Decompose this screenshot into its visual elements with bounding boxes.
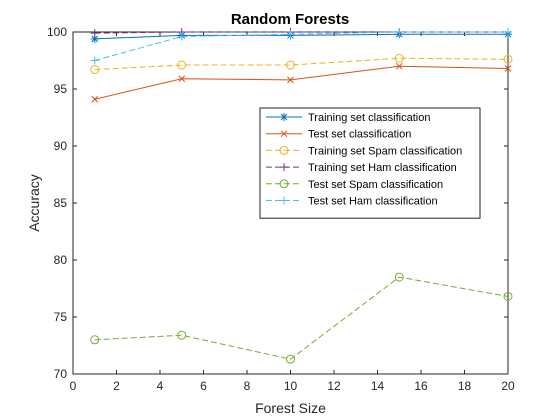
legend-label: Training set classification [308, 112, 430, 124]
series-line [94, 276, 509, 360]
legend-entry: Test set classification [266, 129, 411, 141]
y-tick-label: 85 [54, 196, 68, 210]
legend-marker [279, 179, 289, 189]
series-line [94, 57, 509, 71]
x-tick-label: 6 [200, 379, 207, 393]
x-tick-label: 10 [284, 379, 298, 393]
chart-title: Random Forests [231, 11, 349, 28]
legend-label: Training set Ham classification [308, 162, 457, 174]
data-point [286, 30, 295, 39]
y-axis: 70 75 80 85 90 95 100 [47, 25, 508, 381]
series-6 [90, 28, 512, 65]
x-tick-label: 14 [371, 379, 385, 393]
legend-marker [280, 196, 288, 205]
legend-label: Test set classification [308, 129, 411, 141]
data-point [177, 330, 187, 340]
data-point [395, 62, 403, 70]
data-point [504, 28, 512, 36]
series-layer [90, 28, 513, 364]
data-point [503, 291, 513, 301]
legend-label: Test set Spam classification [308, 179, 443, 191]
x-axis-label: Forest Size [255, 400, 326, 416]
data-point [177, 32, 186, 41]
data-point [394, 272, 404, 282]
x-tick-label: 2 [113, 379, 120, 393]
legend-marker [279, 145, 289, 155]
data-point [91, 95, 99, 103]
data-point [504, 65, 512, 72]
data-point [286, 60, 295, 70]
data-point [394, 53, 404, 63]
y-tick-label: 90 [54, 139, 68, 153]
y-tick-label: 75 [54, 310, 68, 324]
series-3 [90, 53, 513, 75]
series-2 [91, 62, 512, 103]
x-tick-label: 4 [157, 379, 164, 393]
data-point [286, 354, 295, 364]
data-point [287, 76, 294, 84]
legend-marker [280, 130, 288, 138]
y-tick-label: 95 [54, 82, 68, 96]
data-point [177, 60, 187, 70]
series-5 [90, 272, 513, 364]
x-tick-label: 16 [414, 379, 428, 393]
legend-box [259, 107, 481, 219]
data-point [90, 65, 100, 75]
x-tick-label: 20 [501, 379, 515, 393]
y-axis-label: Accuracy [26, 174, 42, 232]
legend-entry: Training set Ham classification [266, 162, 457, 174]
x-tick-label: 12 [327, 379, 341, 393]
legend-entry: Test set Spam classification [266, 179, 443, 191]
legend: Training set classification Test set clas… [259, 107, 481, 219]
legend-entry: Training set classification [266, 112, 430, 124]
series-line [94, 31, 508, 34]
legend-entry: Training set Spam classification [266, 145, 462, 157]
y-tick-label: 80 [54, 253, 68, 267]
legend-label: Training set Spam classification [308, 145, 462, 157]
y-tick-label: 70 [54, 367, 68, 381]
data-point [395, 28, 404, 36]
legend-marker [280, 163, 288, 172]
x-axis: 0 2 4 6 8 10 12 14 16 18 20 [70, 32, 515, 393]
legend-entry: Test set Ham classification [266, 196, 438, 208]
x-tick-label: 0 [70, 379, 77, 393]
legend-marker [280, 113, 288, 121]
data-point [503, 54, 513, 64]
data-point [90, 34, 99, 43]
x-tick-label: 8 [244, 379, 251, 393]
legend-label: Test set Ham classification [308, 196, 438, 208]
data-point [90, 56, 99, 65]
x-tick-label: 18 [458, 379, 472, 393]
y-tick-label: 100 [47, 25, 67, 39]
data-point [178, 75, 186, 83]
data-point [90, 335, 100, 345]
data-point [90, 29, 99, 38]
